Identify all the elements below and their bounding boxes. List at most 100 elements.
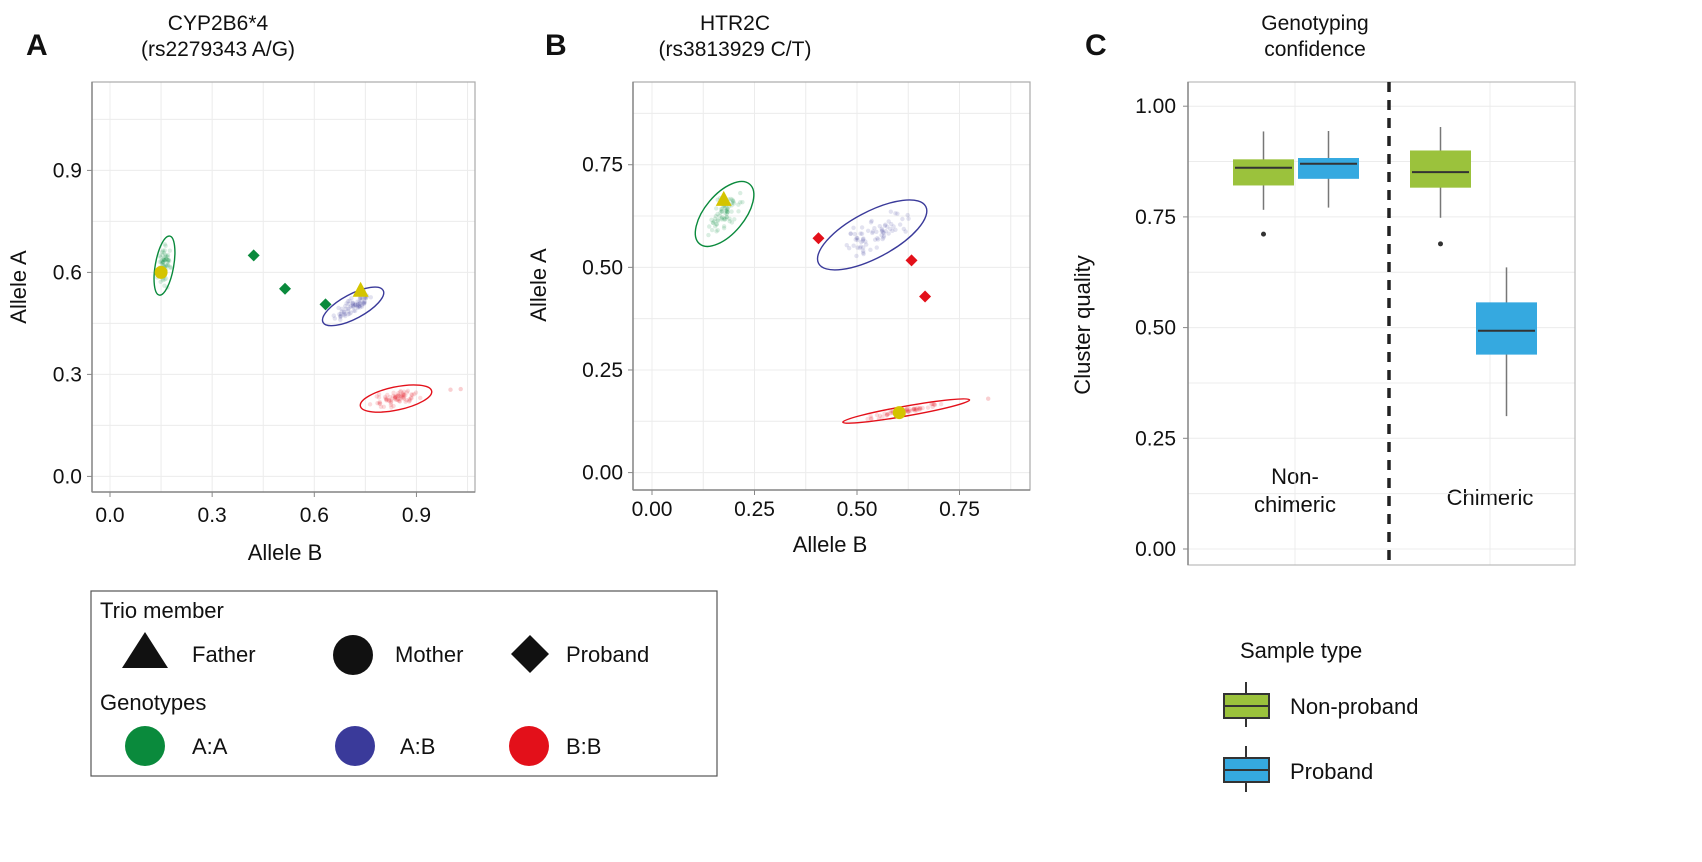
cluster-point-ab bbox=[854, 253, 859, 259]
legend-non-proband-label: Non-proband bbox=[1290, 694, 1418, 719]
cluster-point-ab bbox=[864, 242, 869, 247]
panel-a-title-line1: CYP2B6*4 bbox=[168, 12, 269, 35]
cluster-point-bb bbox=[918, 406, 923, 411]
cluster-point-bb bbox=[932, 402, 937, 407]
cluster-point-bb bbox=[397, 397, 402, 402]
cluster-point-bb bbox=[394, 393, 399, 399]
cluster-point-ab bbox=[348, 310, 354, 315]
cluster-point-bb bbox=[388, 402, 394, 408]
outlier-point bbox=[986, 396, 991, 401]
cluster-point-bb bbox=[393, 397, 399, 403]
x-tick-label: 0.50 bbox=[837, 498, 878, 521]
cluster-point-aa bbox=[738, 190, 743, 196]
cluster-point-ab bbox=[854, 235, 859, 241]
cluster-point-aa bbox=[719, 217, 725, 222]
cluster-point-bb bbox=[385, 392, 390, 398]
cluster-point-aa bbox=[719, 216, 724, 221]
cluster-point-bb bbox=[911, 406, 916, 412]
cluster-point-ab bbox=[350, 303, 356, 308]
cluster-point-ab bbox=[337, 311, 342, 317]
mother-point bbox=[154, 265, 168, 279]
cluster-point-aa bbox=[727, 219, 732, 224]
cluster-point-bb bbox=[401, 394, 406, 400]
father-point bbox=[715, 190, 732, 206]
cluster-point-aa bbox=[714, 222, 720, 227]
cluster-point-aa bbox=[719, 209, 725, 214]
cluster-point-aa bbox=[723, 216, 728, 221]
cluster-point-ab bbox=[350, 300, 356, 305]
cluster-point-bb bbox=[882, 411, 887, 416]
cluster-point-bb bbox=[382, 394, 388, 400]
cluster-point-aa bbox=[166, 257, 172, 263]
cluster-point-aa bbox=[162, 257, 168, 263]
cluster-point-bb bbox=[911, 406, 917, 412]
cluster-point-aa bbox=[162, 242, 168, 247]
cluster-point-bb bbox=[391, 393, 396, 399]
cluster-point-bb bbox=[409, 392, 414, 397]
cluster-point-ab bbox=[900, 216, 905, 222]
cluster-point-bb bbox=[395, 391, 401, 396]
cluster-point-ab bbox=[342, 304, 348, 309]
cluster-point-ab bbox=[357, 299, 362, 304]
genotype-ellipse-ab bbox=[816, 199, 928, 271]
cluster-point-bb bbox=[398, 389, 403, 395]
cluster-point-ab bbox=[345, 306, 351, 312]
cluster-point-ab bbox=[861, 248, 866, 253]
cluster-point-ab bbox=[351, 308, 356, 314]
panel-letter-b: B bbox=[545, 29, 567, 62]
cluster-point-ab bbox=[874, 245, 879, 250]
cluster-point-ab bbox=[331, 313, 336, 318]
genotype-ellipse-aa bbox=[153, 235, 176, 296]
cluster-point-aa bbox=[730, 197, 735, 202]
cluster-point-ab bbox=[355, 304, 361, 309]
cluster-point-ab bbox=[885, 224, 890, 229]
cluster-point-bb bbox=[386, 398, 392, 403]
cluster-point-bb bbox=[405, 388, 411, 394]
cluster-point-ab bbox=[362, 301, 367, 306]
y-tick-label: 0.25 bbox=[582, 359, 623, 382]
cluster-point-ab bbox=[877, 223, 882, 229]
cluster-point-ab bbox=[855, 236, 860, 241]
cluster-point-aa bbox=[164, 256, 169, 261]
cluster-point-ab bbox=[336, 305, 341, 311]
cluster-point-ab bbox=[345, 299, 351, 304]
cluster-point-ab bbox=[357, 296, 363, 301]
cluster-point-ab bbox=[905, 212, 910, 218]
cluster-point-bb bbox=[401, 393, 407, 398]
cluster-point-ab bbox=[338, 313, 343, 318]
panel-b-plot: 0.00 0.25 0.50 0.75 0.00 0.25 0.50 0.75 bbox=[582, 81, 1031, 521]
cluster-point-bb bbox=[904, 407, 909, 412]
cluster-point-aa bbox=[161, 259, 166, 264]
cluster-point-bb bbox=[912, 408, 918, 413]
cluster-point-ab bbox=[860, 237, 866, 242]
triangle-icon bbox=[122, 632, 168, 668]
cluster-point-aa bbox=[724, 208, 729, 213]
cluster-point-ab bbox=[888, 226, 893, 232]
diamond-icon bbox=[511, 635, 549, 673]
cluster-point-aa bbox=[724, 211, 729, 216]
legend-non-proband-key bbox=[1223, 682, 1270, 727]
cluster-point-aa bbox=[718, 210, 723, 215]
genotype-ellipse-bb bbox=[359, 384, 433, 413]
cluster-point-ab bbox=[341, 312, 347, 317]
cluster-point-bb bbox=[384, 398, 389, 403]
cluster-point-bb bbox=[375, 400, 380, 406]
cluster-point-ab bbox=[860, 238, 866, 244]
box-non-proband bbox=[1410, 150, 1471, 188]
legend-trio-title: Trio member bbox=[100, 598, 224, 623]
cluster-point-aa bbox=[736, 209, 741, 214]
cluster-point-bb bbox=[389, 405, 394, 410]
cluster-point-ab bbox=[881, 235, 886, 240]
cluster-point-bb bbox=[411, 391, 417, 397]
cluster-point-bb bbox=[874, 412, 880, 418]
x-tick-label: 0.6 bbox=[300, 504, 329, 527]
legend-proband-key bbox=[1223, 746, 1270, 792]
cluster-point-ab bbox=[356, 304, 362, 309]
cluster-point-aa bbox=[164, 263, 170, 269]
cluster-point-ab bbox=[879, 228, 885, 233]
cluster-point-bb bbox=[401, 389, 407, 394]
cluster-point-ab bbox=[341, 310, 347, 315]
cluster-point-bb bbox=[410, 392, 415, 398]
cluster-point-bb bbox=[392, 396, 398, 401]
